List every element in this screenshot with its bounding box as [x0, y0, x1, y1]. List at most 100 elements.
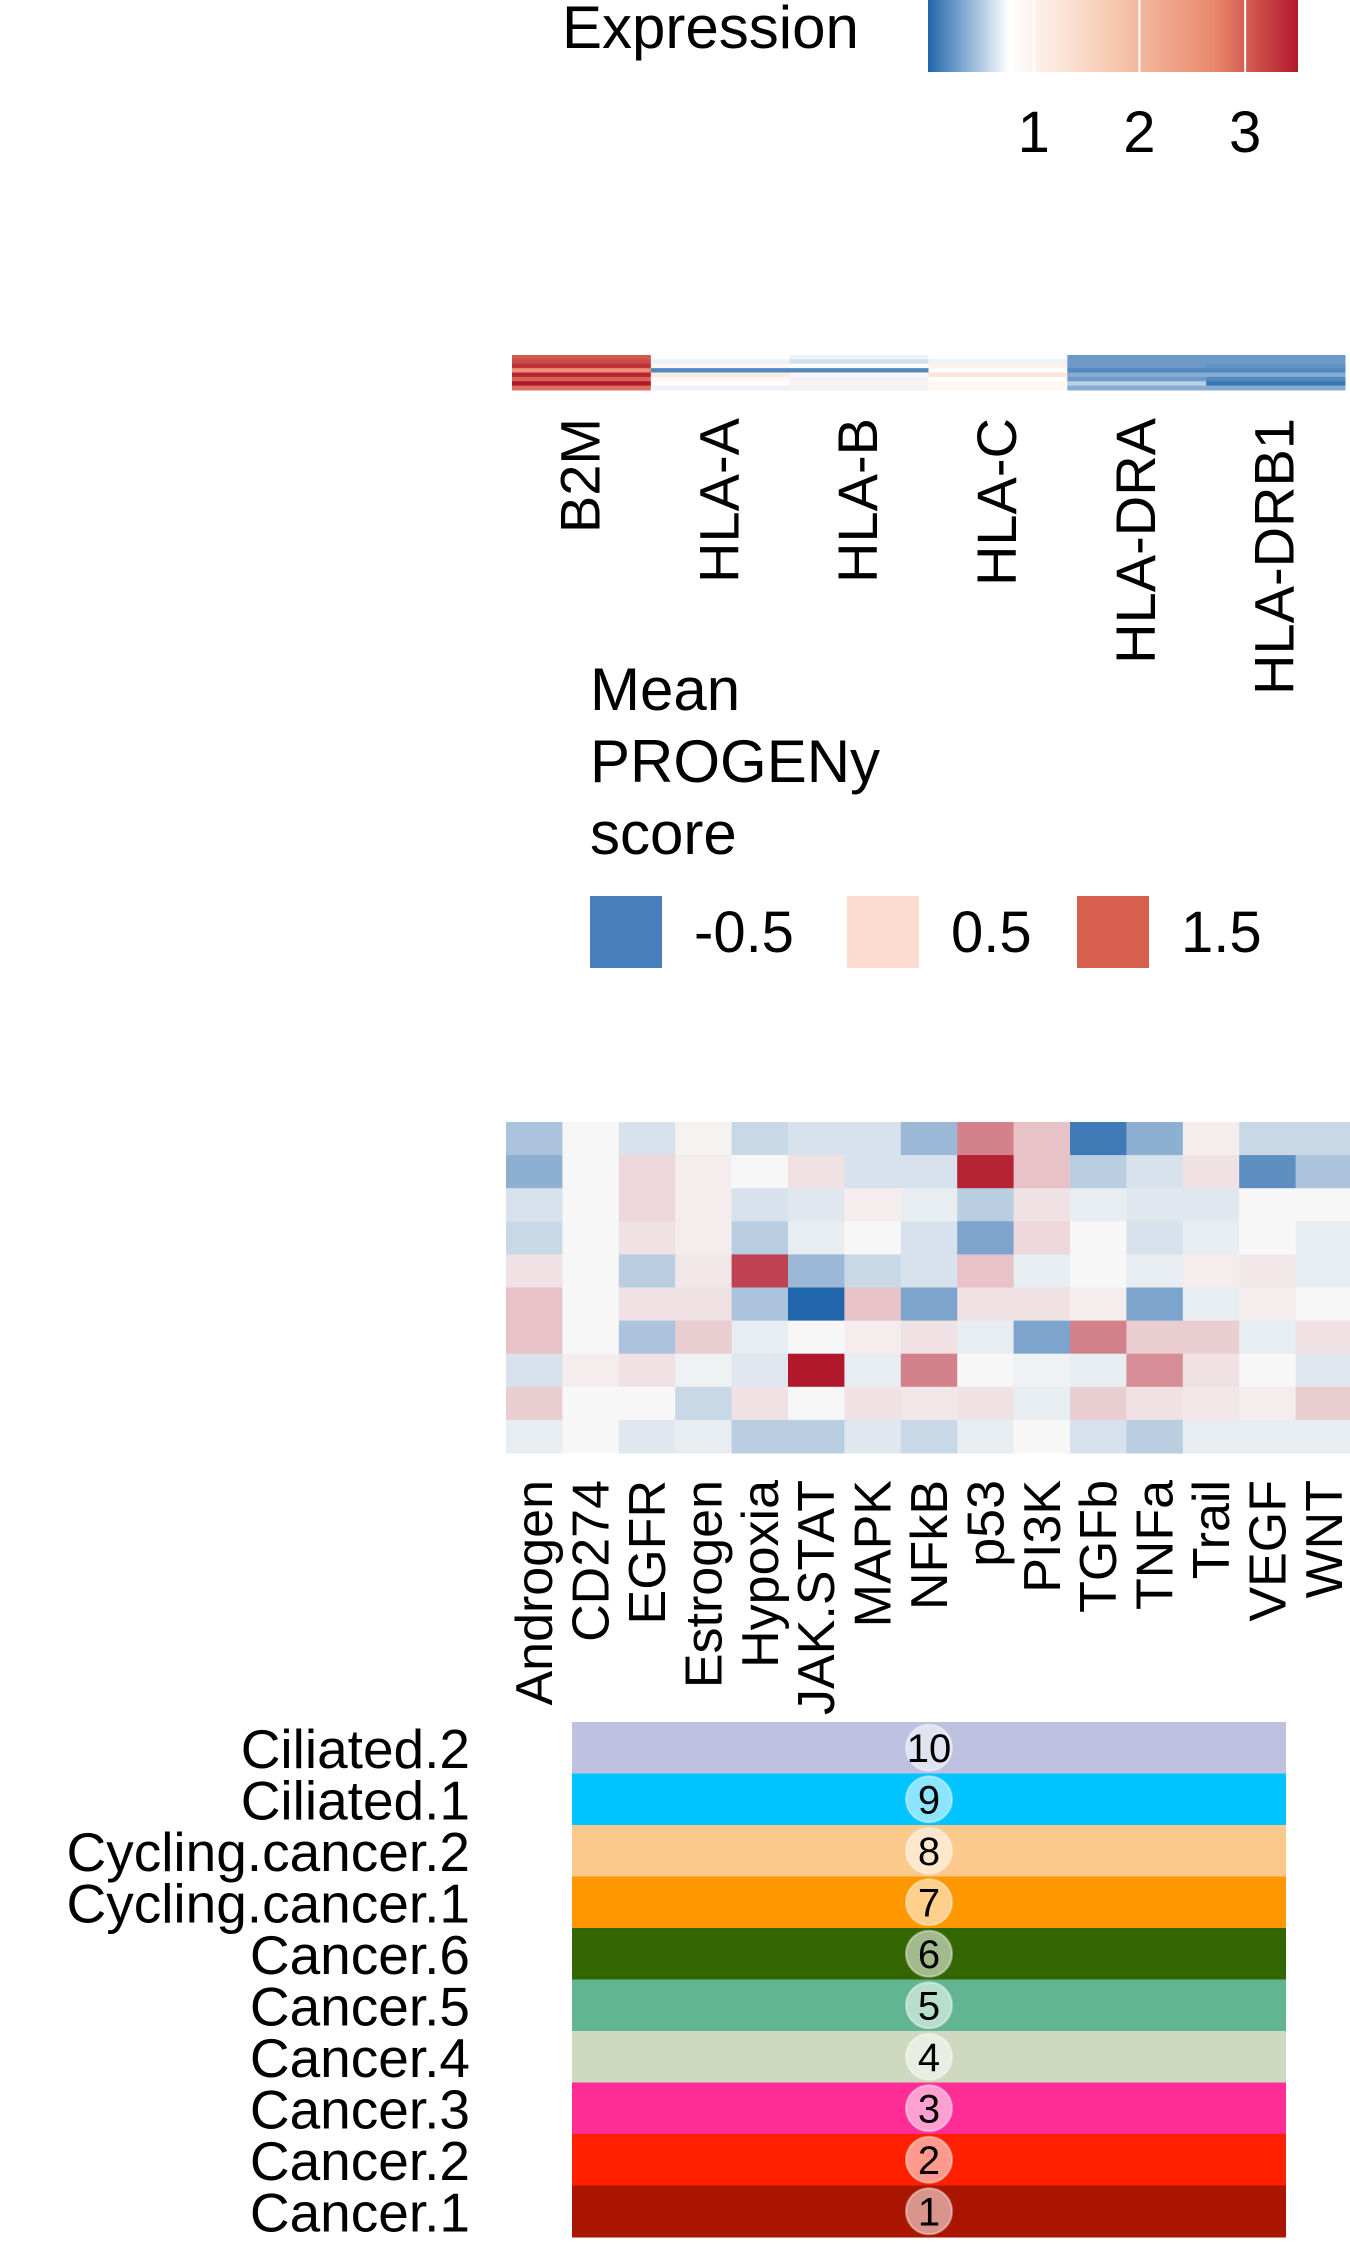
expression-cell — [789, 376, 929, 382]
cluster-label: Cycling.cancer.1 — [66, 1872, 470, 1934]
progeny-cell — [1070, 1353, 1127, 1388]
progeny-cell — [844, 1287, 902, 1322]
progeny-cell — [1295, 1419, 1350, 1454]
progeny-cell — [506, 1221, 563, 1255]
progeny-heatmap — [506, 1122, 1350, 1454]
progeny-cell — [562, 1221, 620, 1255]
cluster-label: Cancer.2 — [250, 2130, 470, 2192]
progeny-cell — [506, 1386, 563, 1421]
expression-cell — [1067, 385, 1207, 391]
expression-cell — [1067, 355, 1207, 360]
progeny-cell — [731, 1221, 789, 1255]
progeny-cell — [506, 1254, 563, 1288]
cluster-label: Cancer.5 — [250, 1975, 470, 2037]
progeny-cell — [1013, 1419, 1071, 1454]
cluster-label: Ciliated.1 — [241, 1769, 470, 1831]
cluster-number-badge — [905, 1981, 953, 2030]
progeny-cell — [618, 1353, 676, 1388]
cluster-label: Ciliated.2 — [241, 1718, 470, 1780]
expression-strip-heatmap — [512, 355, 1346, 391]
progeny-cell — [562, 1254, 620, 1288]
expression-cell — [928, 368, 1068, 373]
expression-legend-title: Expression — [562, 0, 859, 61]
progeny-cell — [1182, 1386, 1240, 1421]
progeny-cell — [900, 1287, 958, 1322]
progeny-cell — [731, 1254, 789, 1288]
progeny-cell — [1070, 1155, 1127, 1189]
progeny-cell — [1239, 1221, 1297, 1255]
progeny-cell — [675, 1122, 733, 1156]
cluster-number-badge — [905, 1723, 953, 1772]
expression-legend-ticks: 1 2 3 — [1018, 0, 1261, 165]
progeny-cell — [788, 1221, 845, 1255]
progeny-cell — [1295, 1254, 1350, 1288]
progeny-legend-title-line-3: score — [590, 800, 737, 867]
progeny-cell — [618, 1188, 676, 1222]
progeny-cell — [618, 1419, 676, 1454]
progeny-cell — [900, 1188, 958, 1222]
progeny-cell — [1239, 1353, 1297, 1388]
expression-cell — [928, 359, 1068, 365]
progeny-legend-label: 1.5 — [1181, 900, 1262, 965]
expression-cell — [928, 363, 1068, 369]
expression-cell — [1206, 355, 1346, 360]
progeny-cell — [900, 1155, 958, 1189]
cluster-number: 10 — [907, 1727, 952, 1771]
progeny-cell — [1126, 1254, 1184, 1288]
cluster-number: 4 — [918, 2036, 940, 2080]
cluster-number-badge — [905, 1775, 953, 1824]
expression-cell — [650, 376, 791, 382]
progeny-cell — [1295, 1287, 1350, 1322]
progeny-cell — [957, 1155, 1015, 1189]
cluster-annotation: Ciliated.2 10 Ciliated.1 9 Cycling.cancer.2 8… — [66, 1718, 1286, 2243]
progeny-column-label: PI3K — [1014, 1480, 1072, 1593]
cluster-number-badge — [905, 1929, 953, 1978]
progeny-cell — [562, 1122, 620, 1156]
progeny-cell — [957, 1386, 1015, 1421]
progeny-cell — [1239, 1254, 1297, 1288]
expression-cell — [1206, 376, 1346, 382]
progeny-cell — [1070, 1221, 1127, 1255]
expression-cell — [1206, 363, 1346, 369]
progeny-cell — [844, 1419, 902, 1454]
cluster-label: Cancer.1 — [250, 2181, 470, 2243]
expression-cell — [928, 385, 1068, 391]
expression-cell — [789, 355, 929, 360]
expression-cell — [928, 355, 1068, 360]
expression-column-label: HLA-B — [826, 418, 889, 583]
progeny-cell — [957, 1419, 1015, 1454]
progeny-cell — [506, 1419, 563, 1454]
progeny-cell — [844, 1155, 902, 1189]
expression-cell — [650, 363, 791, 369]
expression-cell — [928, 372, 1068, 378]
progeny-cell — [957, 1122, 1015, 1156]
expression-column-labels: B2M HLA-A HLA-B HLA-C HLA-DRA HLA-DRB1 — [548, 417, 1305, 695]
progeny-cell — [788, 1419, 845, 1454]
progeny-legend-title-line-1: Mean — [590, 656, 740, 723]
progeny-cell — [675, 1287, 733, 1322]
progeny-cell — [1070, 1122, 1127, 1156]
cluster-number: 7 — [918, 1881, 940, 1925]
cluster-number-badge — [905, 2187, 953, 2236]
progeny-cell — [1013, 1320, 1071, 1355]
expression-cell — [1067, 368, 1207, 373]
progeny-cell — [1295, 1188, 1350, 1222]
progeny-cell — [618, 1254, 676, 1288]
expression-cell — [650, 372, 791, 378]
expression-cell — [789, 381, 929, 387]
progeny-cell — [731, 1353, 789, 1388]
progeny-cell — [618, 1386, 676, 1421]
expression-cell — [928, 376, 1068, 382]
progeny-column-label: EGFR — [619, 1480, 677, 1624]
cluster-label: Cycling.cancer.2 — [66, 1821, 470, 1883]
expression-cell — [1206, 359, 1346, 365]
progeny-cell — [1070, 1419, 1127, 1454]
progeny-cell — [675, 1155, 733, 1189]
progeny-cell — [675, 1254, 733, 1288]
progeny-column-label: p53 — [957, 1480, 1015, 1567]
progeny-legend-label: 0.5 — [951, 900, 1032, 965]
expression-cell — [1067, 363, 1207, 369]
progeny-cell — [1126, 1419, 1184, 1454]
progeny-column-label: NFkB — [901, 1480, 959, 1610]
expression-column-label: HLA-C — [965, 418, 1028, 586]
